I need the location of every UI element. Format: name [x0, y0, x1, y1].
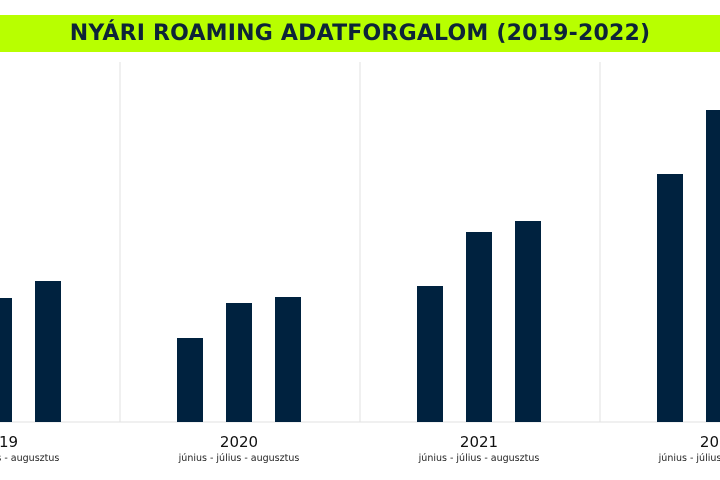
- bar-2020-július: [226, 303, 252, 422]
- bar-2021-július: [466, 232, 492, 422]
- bar-2019-augusztus: [35, 281, 61, 422]
- months-label: június - július - augusztus: [658, 453, 720, 464]
- year-label: 2020: [220, 433, 258, 451]
- months-label: június - július - augusztus: [418, 453, 540, 464]
- bar-2021-augusztus: [515, 221, 541, 422]
- year-label: 2019: [0, 433, 18, 451]
- bar-2019-július: [0, 298, 12, 422]
- year-label: 2022: [700, 433, 720, 451]
- bar-2020-június: [177, 338, 203, 422]
- months-label: június - július - augusztus: [178, 453, 300, 464]
- bar-2020-augusztus: [275, 297, 301, 422]
- chart-title: NYÁRI ROAMING ADATFORGALOM (2019-2022): [69, 21, 651, 46]
- year-label: 2021: [460, 433, 498, 451]
- title-band: NYÁRI ROAMING ADATFORGALOM (2019-2022): [0, 15, 720, 52]
- bar-2021-június: [417, 286, 443, 422]
- months-label: június - július - augusztus: [0, 453, 59, 464]
- bar-2022-július: [706, 110, 720, 422]
- bar-2022-június: [657, 174, 683, 422]
